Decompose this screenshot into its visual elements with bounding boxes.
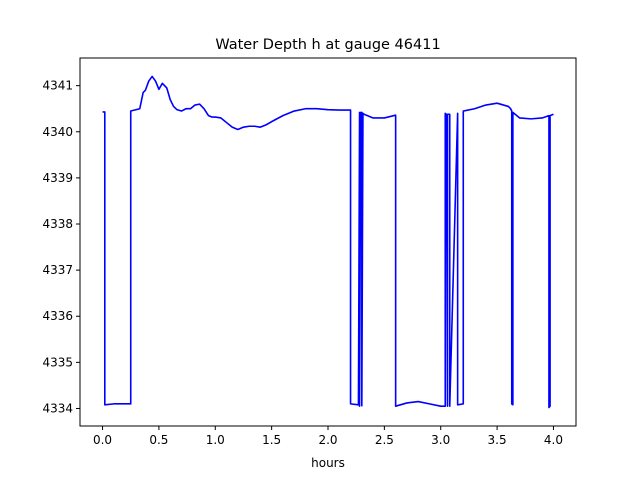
x-tick-label: 3.5 (488, 433, 507, 447)
y-tick-label: 4336 (42, 309, 73, 323)
x-axis-label: hours (311, 456, 345, 470)
x-tick-label: 0.0 (93, 433, 112, 447)
x-tick-label: 2.5 (375, 433, 394, 447)
x-tick-label: 4.0 (544, 433, 563, 447)
y-tick-label: 4339 (42, 171, 73, 185)
plot-frame (79, 57, 577, 427)
y-tick-label: 4335 (42, 355, 73, 369)
y-axis-ticks: 4334 4335 4336 4337 4338 4339 4340 4341 (42, 79, 80, 415)
x-tick-label: 3.0 (431, 433, 450, 447)
x-tick-label: 1.0 (206, 433, 225, 447)
y-tick-label: 4334 (42, 401, 73, 415)
series-line (102, 75, 554, 409)
x-tick-label: 0.5 (149, 433, 168, 447)
plot-layer (102, 75, 554, 409)
y-tick-label: 4340 (42, 125, 73, 139)
x-tick-label: 1.5 (262, 433, 281, 447)
y-tick-label: 4341 (42, 79, 73, 93)
x-axis-ticks: 0.0 0.5 1.0 1.5 2.0 2.5 3.0 3.5 4.0 (93, 426, 563, 447)
y-tick-label: 4338 (42, 217, 73, 231)
y-tick-label: 4337 (42, 263, 73, 277)
x-tick-label: 2.0 (318, 433, 337, 447)
chart-title: Water Depth h at gauge 46411 (215, 37, 440, 53)
